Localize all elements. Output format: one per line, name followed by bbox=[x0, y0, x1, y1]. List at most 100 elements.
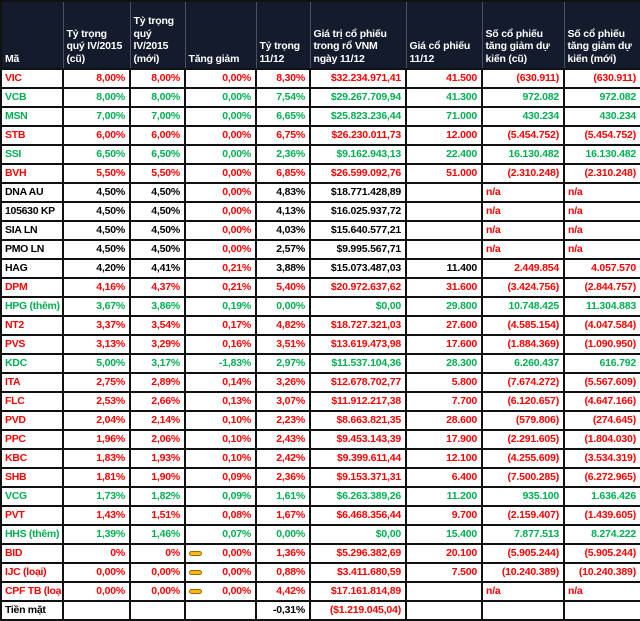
cell-change[interactable]: 0,00% bbox=[184, 182, 257, 203]
cell-price_1112[interactable] bbox=[405, 201, 483, 222]
cell-weight_q4_new[interactable]: 0,00% bbox=[129, 562, 186, 583]
cell-weight_1112[interactable]: 2,36% bbox=[255, 144, 311, 165]
cell-shares_change_old[interactable]: 16.130.482 bbox=[481, 144, 565, 165]
cell-shares_change_old[interactable]: (3.424.756) bbox=[481, 277, 565, 298]
cell-code[interactable]: PVT bbox=[0, 505, 64, 526]
cell-price_1112[interactable]: 17.900 bbox=[405, 429, 483, 450]
cell-weight_q4_old[interactable]: 1,96% bbox=[62, 429, 131, 450]
cell-weight_1112[interactable]: 0,00% bbox=[255, 524, 311, 545]
cell-shares_change_new[interactable]: (630.911) bbox=[563, 68, 640, 89]
cell-price_1112[interactable]: 41.500 bbox=[405, 68, 483, 89]
cell-price_1112[interactable]: 20.100 bbox=[405, 543, 483, 564]
cell-shares_change_new[interactable]: n/a bbox=[563, 201, 640, 222]
cell-change[interactable]: 0,09% bbox=[184, 486, 257, 507]
cell-weight_q4_new[interactable]: 3,17% bbox=[129, 353, 186, 374]
cell-weight_1112[interactable]: 7,54% bbox=[255, 87, 311, 108]
cell-change[interactable]: 0,10% bbox=[184, 429, 257, 450]
cell-price_1112[interactable] bbox=[405, 600, 483, 621]
cell-weight_1112[interactable]: 2,36% bbox=[255, 467, 311, 488]
cell-shares_change_new[interactable]: 4.057.570 bbox=[563, 258, 640, 279]
cell-basket_value[interactable]: $17.161.814,89 bbox=[309, 581, 407, 602]
cell-shares_change_new[interactable]: (1.090.950) bbox=[563, 334, 640, 355]
cell-basket_value[interactable]: $0,00 bbox=[309, 524, 407, 545]
cell-price_1112[interactable] bbox=[405, 581, 483, 602]
cell-weight_1112[interactable]: 1,61% bbox=[255, 486, 311, 507]
cell-code[interactable]: 105630 KP bbox=[0, 201, 64, 222]
cell-shares_change_new[interactable]: n/a bbox=[563, 239, 640, 260]
cell-code[interactable]: BID bbox=[0, 543, 64, 564]
cell-weight_q4_old[interactable]: 4,20% bbox=[62, 258, 131, 279]
cell-shares_change_old[interactable]: (1.884.369) bbox=[481, 334, 565, 355]
cell-weight_1112[interactable]: 1,36% bbox=[255, 543, 311, 564]
cell-code[interactable]: SHB bbox=[0, 467, 64, 488]
cell-basket_value[interactable]: $25.823.236,44 bbox=[309, 106, 407, 127]
cell-weight_q4_new[interactable]: 8,00% bbox=[129, 87, 186, 108]
cell-weight_1112[interactable]: 3,26% bbox=[255, 372, 311, 393]
cell-basket_value[interactable]: $8.663.821,35 bbox=[309, 410, 407, 431]
cell-weight_1112[interactable]: 8,30% bbox=[255, 68, 311, 89]
cell-shares_change_old[interactable]: 10.748.425 bbox=[481, 296, 565, 317]
cell-weight_1112[interactable]: 0,88% bbox=[255, 562, 311, 583]
cell-price_1112[interactable]: 9.700 bbox=[405, 505, 483, 526]
cell-price_1112[interactable]: 11.400 bbox=[405, 258, 483, 279]
cell-basket_value[interactable]: $0,00 bbox=[309, 296, 407, 317]
cell-shares_change_new[interactable]: (6.272.965) bbox=[563, 467, 640, 488]
cell-weight_q4_new[interactable]: 2,06% bbox=[129, 429, 186, 450]
cell-price_1112[interactable]: 15.400 bbox=[405, 524, 483, 545]
cell-weight_q4_new[interactable]: 1,46% bbox=[129, 524, 186, 545]
cell-shares_change_old[interactable]: n/a bbox=[481, 201, 565, 222]
cell-weight_1112[interactable]: 6,65% bbox=[255, 106, 311, 127]
cell-code[interactable]: ITA bbox=[0, 372, 64, 393]
cell-price_1112[interactable]: 27.600 bbox=[405, 315, 483, 336]
cell-code[interactable]: PPC bbox=[0, 429, 64, 450]
cell-shares_change_old[interactable]: 430.234 bbox=[481, 106, 565, 127]
column-header-code[interactable]: Mã bbox=[1, 1, 64, 70]
cell-weight_1112[interactable]: 2,42% bbox=[255, 448, 311, 469]
cell-basket_value[interactable]: $9.162.943,13 bbox=[309, 144, 407, 165]
cell-basket_value[interactable]: $9.995.567,71 bbox=[309, 239, 407, 260]
cell-weight_1112[interactable]: 4,13% bbox=[255, 201, 311, 222]
cell-weight_q4_new[interactable]: 0% bbox=[129, 543, 186, 564]
cell-basket_value[interactable]: $29.267.709,94 bbox=[309, 87, 407, 108]
cell-weight_q4_old[interactable]: 4,50% bbox=[62, 220, 131, 241]
cell-code[interactable]: Tiền mặt bbox=[0, 600, 64, 621]
cell-code[interactable]: PVD bbox=[0, 410, 64, 431]
cell-code[interactable]: SSI bbox=[0, 144, 64, 165]
cell-change[interactable]: 0,19% bbox=[184, 296, 257, 317]
cell-shares_change_old[interactable]: (6.120.657) bbox=[481, 391, 565, 412]
cell-basket_value[interactable]: $18.771.428,89 bbox=[309, 182, 407, 203]
cell-change[interactable]: 0,08% bbox=[184, 505, 257, 526]
cell-change[interactable]: 0,07% bbox=[184, 524, 257, 545]
cell-shares_change_old[interactable]: (2.291.605) bbox=[481, 429, 565, 450]
cell-shares_change_old[interactable]: (5.905.244) bbox=[481, 543, 565, 564]
cell-shares_change_new[interactable]: (2.844.757) bbox=[563, 277, 640, 298]
cell-weight_q4_old[interactable]: 3,67% bbox=[62, 296, 131, 317]
cell-basket_value[interactable]: $5.296.382,69 bbox=[309, 543, 407, 564]
column-header-weight_q4_new[interactable]: Tỷ trọng quý IV/2015 (mới) bbox=[130, 1, 186, 70]
column-header-basket_value[interactable]: Giá trị cổ phiếu trong rổ VNM ngày 11/12 bbox=[310, 1, 407, 70]
cell-weight_q4_new[interactable]: 4,50% bbox=[129, 239, 186, 260]
cell-weight_q4_new[interactable]: 0,00% bbox=[129, 581, 186, 602]
cell-shares_change_old[interactable]: 2.449.854 bbox=[481, 258, 565, 279]
cell-shares_change_new[interactable]: (4.047.584) bbox=[563, 315, 640, 336]
cell-code[interactable]: PVS bbox=[0, 334, 64, 355]
cell-basket_value[interactable]: $26.230.011,73 bbox=[309, 125, 407, 146]
cell-weight_q4_new[interactable]: 4,37% bbox=[129, 277, 186, 298]
cell-price_1112[interactable]: 41.300 bbox=[405, 87, 483, 108]
cell-code[interactable]: STB bbox=[0, 125, 64, 146]
cell-change[interactable]: 0,00% bbox=[184, 581, 257, 602]
cell-weight_q4_new[interactable]: 5,50% bbox=[129, 163, 186, 184]
cell-shares_change_old[interactable] bbox=[481, 600, 565, 621]
cell-weight_q4_old[interactable]: 7,00% bbox=[62, 106, 131, 127]
cell-price_1112[interactable]: 6.400 bbox=[405, 467, 483, 488]
cell-code[interactable]: VIC bbox=[0, 68, 64, 89]
cell-code[interactable]: VCG bbox=[0, 486, 64, 507]
cell-shares_change_old[interactable]: (4.585.154) bbox=[481, 315, 565, 336]
cell-shares_change_old[interactable]: (4.255.609) bbox=[481, 448, 565, 469]
cell-shares_change_old[interactable]: (2.310.248) bbox=[481, 163, 565, 184]
column-header-shares_change_new[interactable]: Số cổ phiếu tăng giảm dự kiến (mới) bbox=[564, 1, 640, 70]
cell-weight_q4_old[interactable]: 3,37% bbox=[62, 315, 131, 336]
cell-price_1112[interactable] bbox=[405, 220, 483, 241]
cell-price_1112[interactable]: 7.700 bbox=[405, 391, 483, 412]
cell-change[interactable]: 0,00% bbox=[184, 543, 257, 564]
